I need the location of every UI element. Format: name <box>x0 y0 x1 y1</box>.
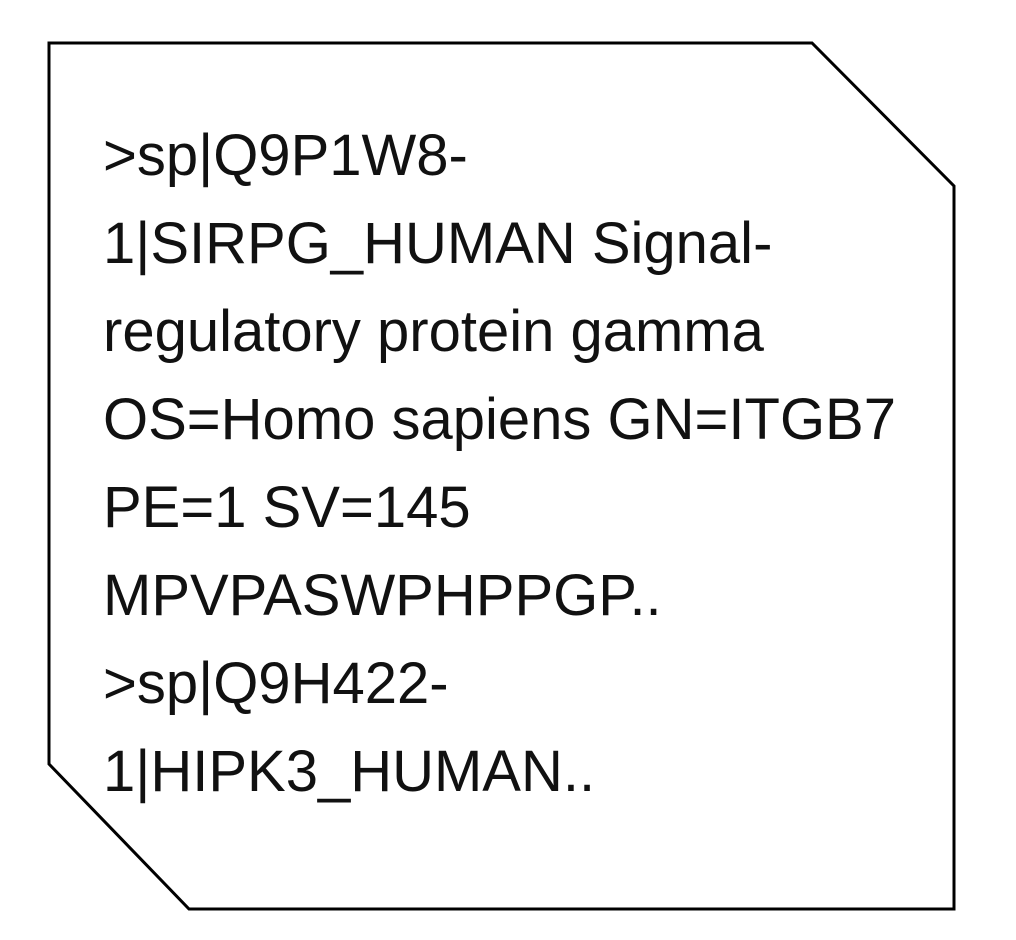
fasta-text: >sp|Q9P1W8- 1|SIRPG_HUMAN Signal- regula… <box>103 112 963 816</box>
fasta-line: >sp|Q9H422- <box>103 651 449 716</box>
fasta-line: MPVPASWPHPPGP.. <box>103 563 662 628</box>
fasta-line: >sp|Q9P1W8- <box>103 123 468 188</box>
fasta-line: 1|HIPK3_HUMAN.. <box>103 739 596 804</box>
fasta-line: PE=1 SV=145 <box>103 475 471 540</box>
fasta-line: regulatory protein gamma <box>103 299 764 364</box>
fasta-line: OS=Homo sapiens GN=ITGB7 <box>103 387 896 452</box>
fasta-line: 1|SIRPG_HUMAN Signal- <box>103 211 773 276</box>
